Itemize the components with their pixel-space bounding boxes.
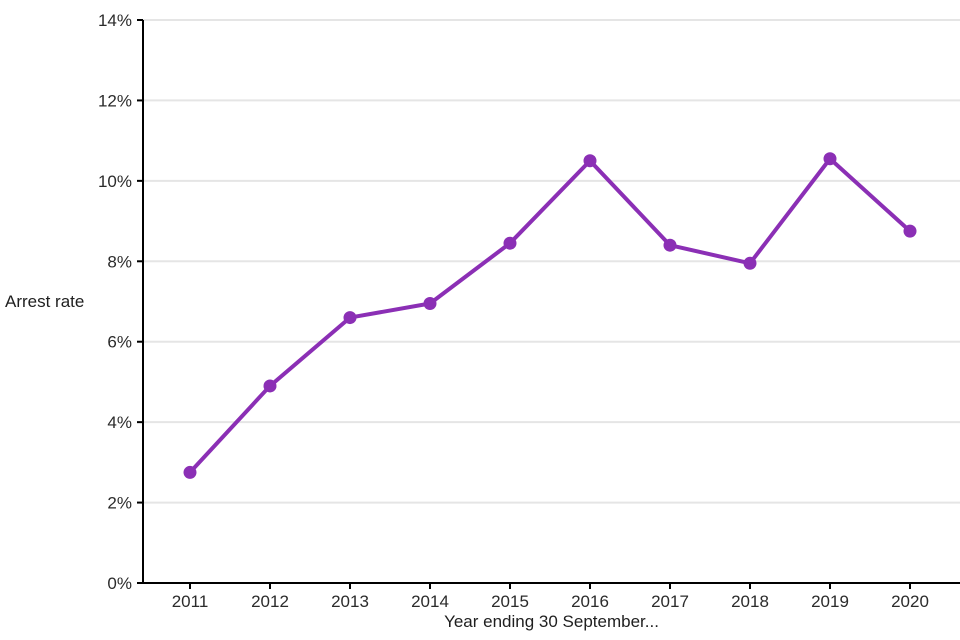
data-line	[188, 156, 912, 475]
data-point-2019	[823, 152, 837, 166]
y-tick-label: 4%	[107, 413, 132, 432]
y-tick-label: 6%	[107, 333, 132, 352]
y-axis-title: Arrest rate	[5, 292, 85, 311]
x-tick-label: 2015	[491, 592, 529, 611]
y-tick-label: 2%	[107, 494, 132, 513]
data-point-2011	[183, 465, 197, 479]
x-tick-label: 2013	[331, 592, 369, 611]
y-tick-label: 10%	[98, 172, 132, 191]
y-tick-label: 0%	[107, 574, 132, 593]
x-axis-title: Year ending 30 September...	[444, 612, 659, 631]
x-tick-label: 2011	[172, 592, 209, 611]
x-tick-label: 2012	[251, 592, 289, 611]
y-tick-label: 8%	[107, 252, 132, 271]
x-tick-label: 2018	[731, 592, 769, 611]
data-point-2017	[663, 238, 677, 252]
x-tick-label: 2014	[411, 592, 449, 611]
x-tick-label: 2016	[571, 592, 609, 611]
data-point-2013	[343, 311, 357, 325]
data-point-2014	[423, 297, 437, 311]
y-tick-label: 14%	[98, 11, 132, 30]
data-point-2016	[583, 154, 597, 168]
data-point-2020	[903, 224, 917, 238]
data-point-2015	[503, 236, 517, 250]
x-tick-label: 2020	[891, 592, 929, 611]
data-point-2012	[263, 379, 277, 393]
x-tick-label: 2017	[651, 592, 689, 611]
data-point-2018	[743, 256, 757, 270]
y-tick-label: 12%	[98, 91, 132, 110]
x-tick-label: 2019	[811, 592, 849, 611]
